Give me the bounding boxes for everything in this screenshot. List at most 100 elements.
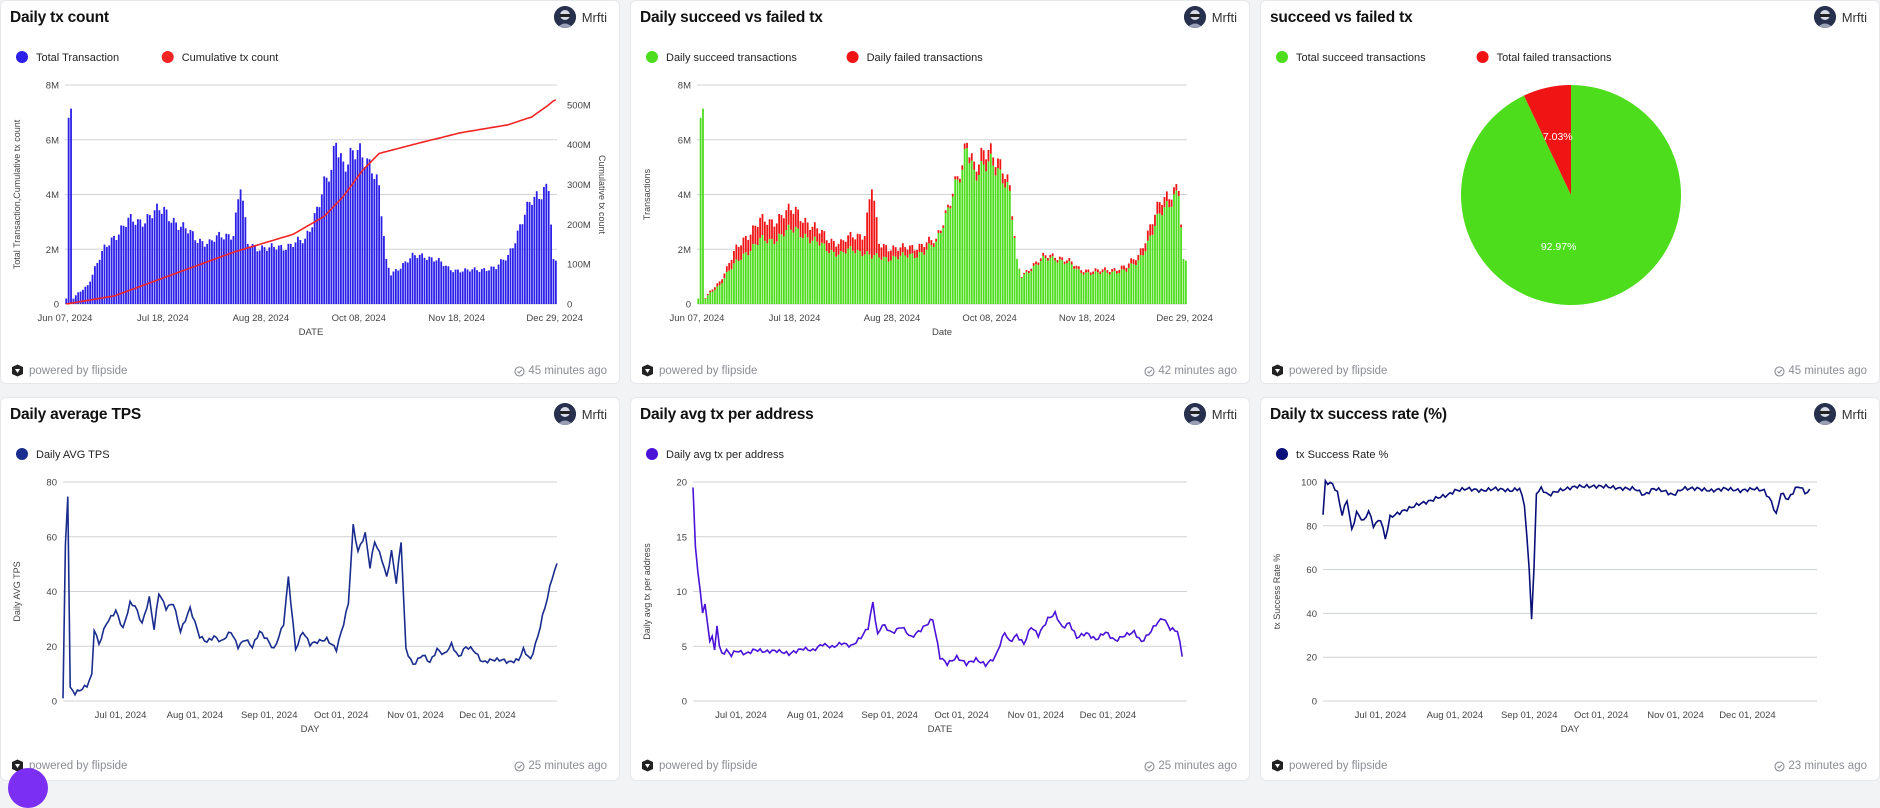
bar-succeed [773,244,775,304]
bar-failed [1118,270,1120,273]
bar [333,146,335,304]
bar [340,153,342,304]
bar-succeed [1180,227,1182,304]
bar-succeed [724,278,726,304]
bar-failed [1066,260,1068,263]
bar [173,218,175,304]
bar-failed [821,230,823,243]
bar-succeed [1133,264,1135,304]
bar [168,221,170,304]
bar-succeed [1071,264,1073,304]
x-tick-label: Oct 01, 2024 [314,710,368,721]
bar-succeed [973,170,975,304]
bar-failed [754,226,756,244]
bar-succeed [838,255,840,304]
bar-failed [923,247,925,255]
bar-succeed [702,109,704,304]
bar-succeed [864,254,866,304]
bar-succeed [923,255,925,304]
y-tick-label: 0 [1312,697,1317,708]
bar [302,243,304,304]
bar-succeed [785,230,787,304]
bar [450,270,452,304]
bar-succeed [740,260,742,304]
bar-succeed [743,254,745,304]
bar [178,230,180,304]
bar-succeed [766,243,768,304]
chat-launcher-button[interactable] [8,768,48,808]
bar-succeed [957,180,959,304]
bar [395,269,397,304]
bar-failed [1092,271,1094,274]
bar-failed [1128,263,1130,268]
bar-failed [1052,253,1054,256]
bar-succeed [969,163,971,304]
bar-succeed [881,260,883,304]
bar-failed [983,150,985,164]
bar-failed [828,243,830,253]
bar [182,222,184,304]
bar-succeed [1052,256,1054,304]
bar-succeed [797,228,799,304]
bar [419,255,421,304]
bar-failed [904,247,906,255]
bar [471,269,473,304]
bar-failed [743,238,745,254]
bar-failed [959,179,961,183]
powered-by[interactable]: powered by flipside [641,759,757,772]
bar [359,143,361,304]
y-tick-label: 40 [46,587,57,598]
clock-check-icon [1774,761,1785,772]
powered-by[interactable]: powered by flipside [1271,759,1387,772]
bar [101,251,103,304]
bar [228,234,230,304]
bar [555,261,557,304]
powered-by[interactable]: powered by flipside [641,364,757,377]
bar-succeed [1126,272,1128,304]
powered-by[interactable]: powered by flipside [11,364,127,377]
updated-time: 25 minutes ago [514,760,607,772]
clock-check-icon [1144,366,1155,377]
bar-succeed [1007,182,1009,304]
legend-marker-0 [646,51,658,63]
bar-failed [973,162,975,170]
bar-failed [1114,268,1116,271]
updated-label: 45 minutes ago [1788,365,1867,377]
bar-succeed [1161,215,1163,304]
bar-failed [733,251,735,263]
bar [142,227,144,304]
bar [543,187,545,304]
bar [452,272,454,304]
bar [400,269,402,304]
bar [495,269,497,304]
legend-marker-0 [1276,51,1288,63]
bar [285,250,287,304]
bar-succeed [959,182,961,304]
bar-succeed [897,259,899,304]
x-tick-label: Aug 01, 2024 [1427,710,1484,721]
flipside-logo-icon [1271,759,1284,772]
bar-failed [795,207,797,227]
bar [199,239,201,304]
y-tick-label: 5 [682,642,687,653]
powered-by[interactable]: powered by flipside [1271,364,1387,377]
bar [297,237,299,304]
bar [352,150,354,304]
bar-failed [1033,263,1035,266]
legend-label-0: Total succeed transactions [1296,52,1426,64]
bar-failed [888,251,890,261]
bar-failed [861,240,863,256]
x-tick-label: Nov 01, 2024 [1647,710,1704,721]
bar-failed [902,243,904,252]
bar-failed [1106,270,1108,273]
bar [416,258,418,304]
bar-succeed [971,161,973,304]
bar-failed [945,210,947,213]
bar-succeed [935,242,937,304]
powered-by-label: powered by flipside [659,365,757,377]
bar [467,269,469,304]
bar-failed [735,245,737,260]
legend-label-0: Total Transaction [36,52,119,64]
